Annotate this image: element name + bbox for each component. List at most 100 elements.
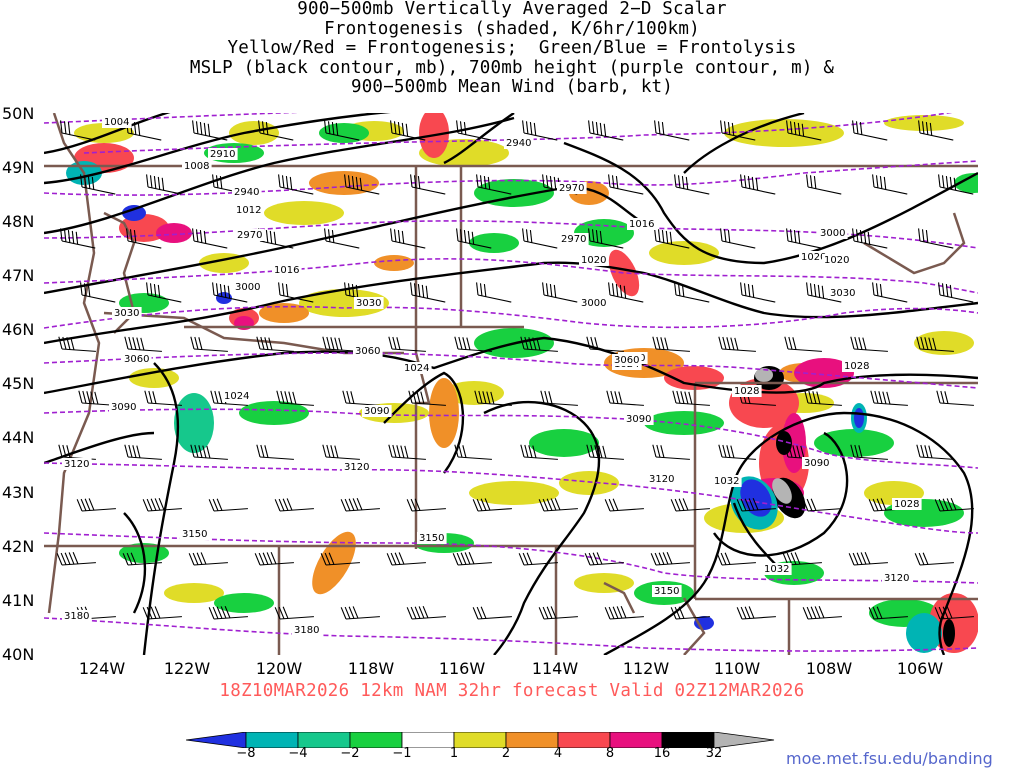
wind-barb <box>258 120 294 141</box>
wind-barb <box>454 444 492 460</box>
wind-barb <box>146 174 182 195</box>
wind-barb <box>806 282 842 303</box>
wind-barb <box>340 497 380 512</box>
mslp-label-bg <box>272 264 302 276</box>
lon-label-110w: 110W <box>713 659 761 678</box>
title-line-2: Frontogenesis (shaded, K/6hr/100km) <box>324 18 700 39</box>
wind-barb <box>344 174 380 195</box>
wind-barb <box>670 606 710 620</box>
wind-barb <box>588 228 624 249</box>
lon-label-124w: 124W <box>78 659 126 678</box>
wind-barb <box>476 174 512 195</box>
mslp-label: 1004 <box>104 117 129 128</box>
height-label-bg <box>362 405 392 417</box>
mslp-label: 1032 <box>714 476 739 487</box>
wind-barb <box>736 606 776 620</box>
wind-barb <box>124 336 162 352</box>
wind-barb <box>386 552 426 566</box>
wind-barb <box>146 282 182 303</box>
color-scale-tick: 16 <box>653 746 671 761</box>
wind-barb <box>782 552 822 566</box>
wind-barb <box>192 228 228 249</box>
height-label-bg <box>504 137 534 149</box>
wind-barb <box>60 120 96 141</box>
wind-barb <box>58 336 96 352</box>
mslp-label: 1020 <box>824 255 849 266</box>
wind-barb <box>520 336 558 352</box>
wind-barb <box>274 498 314 512</box>
lon-label-122w: 122W <box>163 659 211 678</box>
height-label-bg <box>802 457 832 469</box>
wind-barb <box>56 551 96 566</box>
wind-barb <box>320 552 360 566</box>
wind-barbs <box>56 120 974 620</box>
mslp-label: 1024 <box>224 391 249 402</box>
wind-barb <box>786 228 822 249</box>
lat-label-43n: 43N <box>2 483 35 502</box>
wind-barb <box>142 497 182 512</box>
mslp-label: 1012 <box>236 205 261 216</box>
wind-barb <box>802 498 842 512</box>
height-label: 2940 <box>234 187 259 198</box>
height-label: 2940 <box>506 138 531 149</box>
mslp-label: 1028 <box>734 386 759 397</box>
wind-barb <box>406 605 446 620</box>
height-label: 3030 <box>830 288 855 299</box>
height-label-bg <box>342 461 372 473</box>
height-label: 3060 <box>355 346 380 357</box>
height-label: 3030 <box>356 298 381 309</box>
mslp-label-bg <box>822 254 852 266</box>
wind-barb <box>784 336 822 352</box>
wind-barb <box>256 336 294 352</box>
mslp-label-bg <box>182 160 212 172</box>
height-label: 3090 <box>111 402 136 413</box>
wind-barb <box>850 336 888 352</box>
wind-barb <box>918 120 954 141</box>
wind-barb <box>192 120 228 141</box>
height-label: 3090 <box>804 458 829 469</box>
color-cell-highest <box>713 732 775 748</box>
mslp-label-bg <box>402 362 432 374</box>
wind-barb <box>390 228 426 249</box>
map-title: 900−500mb Vertically Averaged 2−D Scalar… <box>0 0 1024 98</box>
wind-barb <box>654 228 690 249</box>
mslp-label-bg <box>579 254 609 266</box>
wind-barb <box>324 228 360 249</box>
mslp-label: 1016 <box>274 265 299 276</box>
height-label: 3090 <box>626 414 651 425</box>
title-line-4: MSLP (black contour, mb), 700mb height (… <box>189 57 835 78</box>
wind-barb <box>586 336 624 352</box>
wind-barb <box>916 444 954 460</box>
wind-barb <box>674 282 710 303</box>
lat-label-45n: 45N <box>2 374 35 393</box>
wind-barb <box>740 282 776 303</box>
wind-barb <box>538 606 578 620</box>
lat-label-44n: 44N <box>2 428 35 447</box>
height-label: 3180 <box>294 625 319 636</box>
wind-barb <box>254 551 294 566</box>
wind-barb <box>538 497 578 512</box>
height-label: 3120 <box>649 474 674 485</box>
wind-barb <box>848 551 888 566</box>
wind-barb <box>736 497 776 512</box>
wind-barb <box>122 552 162 566</box>
color-scale-tick: −2 <box>340 746 360 761</box>
height-label-bg <box>62 458 92 470</box>
wind-barb <box>720 120 756 141</box>
wind-barb <box>914 552 954 566</box>
height-label: 2970 <box>561 234 586 245</box>
mslp-label: 1024 <box>404 363 429 374</box>
wind-barb <box>472 606 512 620</box>
height-label-bg <box>112 307 142 319</box>
wind-barb <box>454 336 492 352</box>
wind-barb <box>388 444 426 460</box>
wind-barb <box>716 552 756 566</box>
wind-barb <box>672 390 710 406</box>
wind-barb <box>652 444 690 460</box>
height-label-bg <box>233 281 263 293</box>
mslp-label-bg <box>627 218 657 230</box>
height-label-bg <box>180 528 210 540</box>
height-label-bg <box>208 148 238 160</box>
wind-barb <box>804 390 842 406</box>
